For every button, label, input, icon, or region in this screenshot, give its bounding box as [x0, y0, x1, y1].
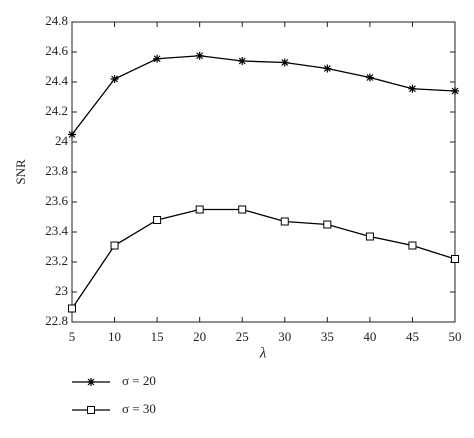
- data-point: [408, 84, 417, 93]
- x-tick-label: 30: [278, 329, 291, 344]
- y-tick-label: 23: [55, 283, 68, 298]
- y-tick-label: 23.2: [45, 253, 68, 268]
- data-point: [323, 64, 332, 73]
- x-tick-label: 15: [151, 329, 164, 344]
- x-tick-label: 20: [193, 329, 206, 344]
- x-tick-label: 35: [321, 329, 334, 344]
- data-point: [68, 304, 76, 313]
- x-tick-label: 25: [236, 329, 249, 344]
- y-tick-label: 24.4: [45, 73, 68, 88]
- data-point: [153, 54, 162, 63]
- y-tick-label: 23.4: [45, 223, 68, 238]
- legend-marker: [87, 406, 95, 414]
- data-point: [323, 220, 332, 229]
- y-tick-label: 22.8: [45, 313, 68, 328]
- data-point: [68, 130, 76, 139]
- y-tick-label: 24.6: [45, 43, 68, 58]
- data-point: [280, 58, 289, 67]
- data-point: [280, 217, 289, 226]
- data-point: [238, 57, 247, 65]
- x-tick-label: 45: [406, 329, 419, 344]
- data-point: [238, 205, 247, 214]
- x-tick-label: 10: [108, 329, 121, 344]
- data-point: [153, 216, 162, 224]
- data-point: [451, 87, 459, 95]
- data-point: [110, 75, 119, 83]
- data-point: [365, 73, 374, 82]
- y-tick-label: 23.8: [45, 163, 68, 178]
- data-point: [195, 205, 204, 214]
- series-line: [71, 208, 456, 309]
- data-point: [451, 255, 459, 263]
- y-axis-label: SNR: [13, 159, 28, 185]
- data-point: [110, 241, 119, 250]
- data-point: [365, 232, 374, 241]
- series-line: [71, 55, 456, 135]
- legend-marker: [87, 378, 95, 386]
- legend-label: σ = 20: [122, 373, 156, 388]
- x-axis-label: λ: [259, 345, 267, 361]
- y-tick-label: 24.2: [45, 103, 68, 118]
- data-point: [195, 51, 204, 60]
- y-tick-label: 23.6: [45, 193, 68, 208]
- x-tick-label: 50: [449, 329, 462, 344]
- plot-frame: [71, 21, 456, 323]
- data-point: [408, 241, 417, 250]
- y-tick-label: 24: [55, 133, 69, 148]
- y-tick-label: 24.8: [45, 13, 68, 28]
- legend-label: σ = 30: [122, 401, 156, 416]
- x-tick-label: 5: [69, 329, 76, 344]
- x-tick-label: 40: [363, 329, 376, 344]
